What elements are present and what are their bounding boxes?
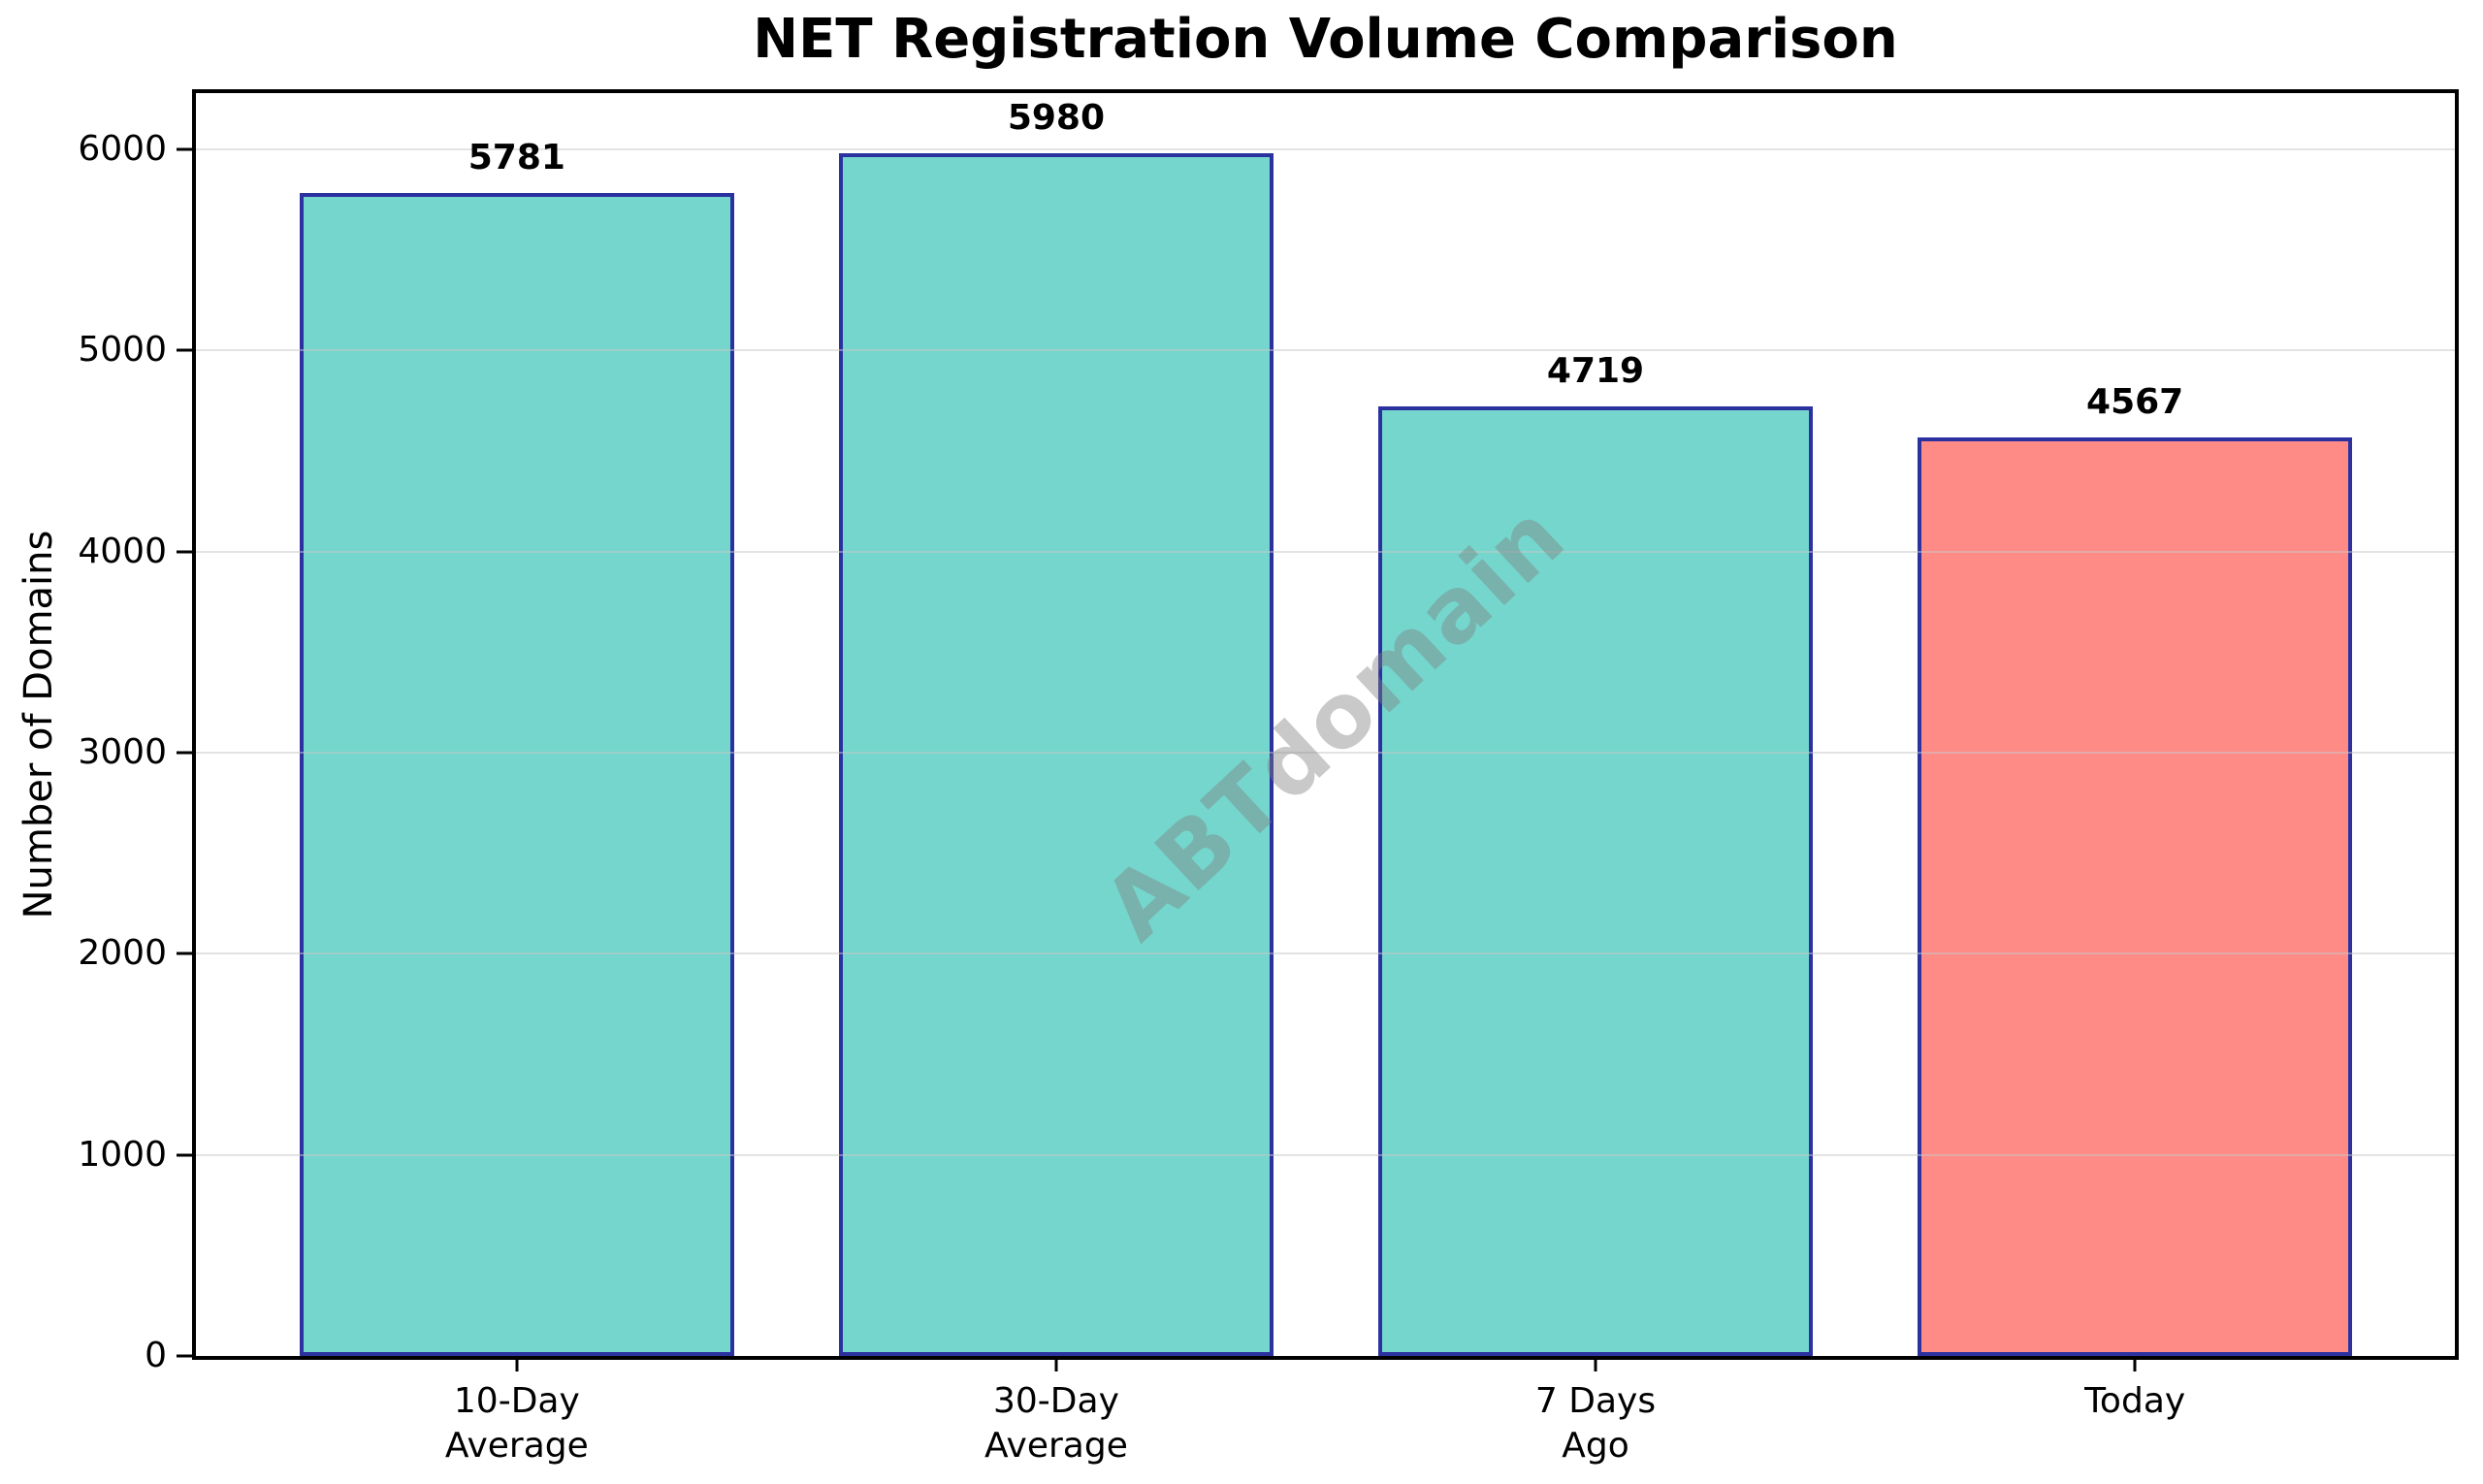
- gridline-6000: [196, 147, 2455, 150]
- y-tick-mark-4000: [177, 550, 192, 554]
- x-tick-mark-1: [1054, 1356, 1058, 1371]
- x-tick-mark-2: [1594, 1356, 1597, 1371]
- x-tick-mark-3: [2133, 1356, 2137, 1371]
- bar-value-label-1: 5980: [1007, 98, 1106, 138]
- bar-value-label-0: 5781: [468, 138, 565, 178]
- plot-area: ABTdomain 0 1000 2000 3000 4000 5000 6000 5781 1…: [78, 89, 2459, 1466]
- bar-0: [299, 193, 735, 1356]
- y-tick-label-1000: 1000: [78, 1134, 167, 1175]
- x-tick-label-2: 7 Days Ago: [1534, 1381, 1657, 1466]
- y-tick-label-2000: 2000: [78, 933, 167, 974]
- y-tick-mark-6000: [177, 147, 192, 151]
- gridline-2000: [196, 952, 2455, 955]
- y-axis-label: Number of Domains: [16, 530, 61, 919]
- x-tick-mark-0: [515, 1356, 519, 1371]
- chart-title: NET Registration Volume Comparison: [753, 8, 1898, 71]
- x-tick-label-1: 30-Day Average: [984, 1381, 1128, 1466]
- bar-1: [838, 153, 1274, 1356]
- gridline-4000: [196, 550, 2455, 553]
- y-tick-mark-0: [177, 1354, 192, 1358]
- y-tick-mark-1000: [177, 1153, 192, 1157]
- y-tick-label-0: 0: [145, 1336, 167, 1375]
- y-tick-label-3000: 3000: [78, 731, 167, 772]
- y-tick-mark-5000: [177, 348, 192, 352]
- x-tick-label-0: 10-Day Average: [444, 1381, 589, 1466]
- y-tick-label-5000: 5000: [78, 330, 167, 371]
- x-tick-label-3: Today: [2084, 1381, 2186, 1421]
- y-tick-label-4000: 4000: [78, 531, 167, 571]
- bar-3: [1917, 437, 2353, 1356]
- gridline-1000: [196, 1153, 2455, 1156]
- bar-2: [1377, 406, 1814, 1356]
- gridline-5000: [196, 349, 2455, 352]
- y-tick-mark-2000: [177, 952, 192, 955]
- y-tick-label-6000: 6000: [78, 128, 167, 169]
- y-tick-mark-3000: [177, 751, 192, 755]
- bar-value-label-2: 4719: [1546, 351, 1645, 392]
- bar-value-label-3: 4567: [2086, 382, 2184, 422]
- gridline-3000: [196, 751, 2455, 754]
